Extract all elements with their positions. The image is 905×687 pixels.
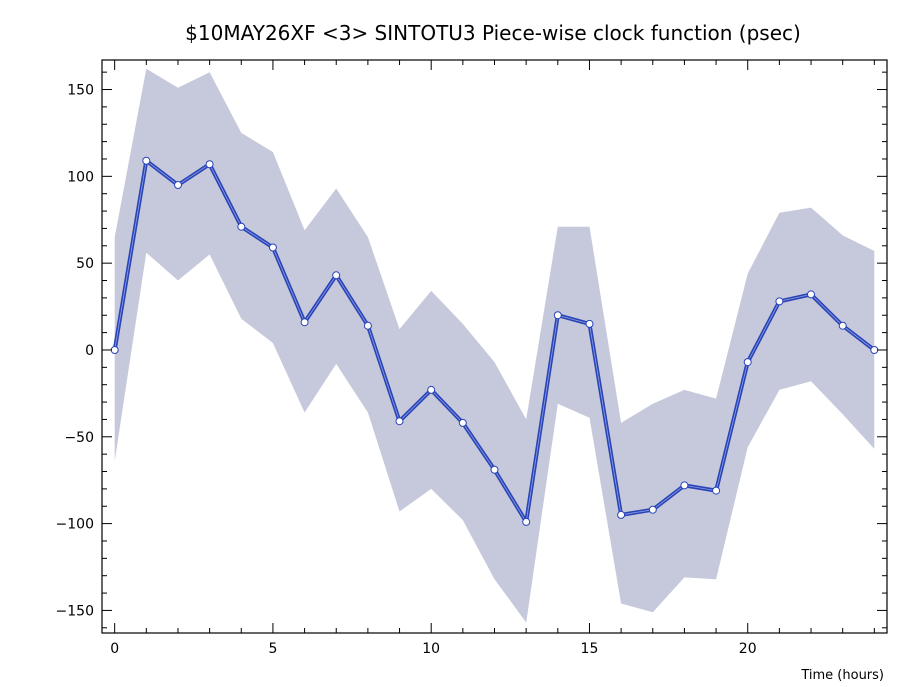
data-points-layer [110, 156, 879, 526]
y-tick-label: −50 [64, 430, 94, 446]
y-tick-label: −100 [56, 517, 94, 533]
data-point [458, 418, 467, 427]
data-point [743, 358, 752, 367]
data-point [174, 181, 182, 189]
y-tick-label: −150 [56, 603, 94, 619]
x-tick-label: 15 [581, 641, 599, 657]
data-point [490, 465, 499, 474]
y-tick-label: 0 [85, 343, 94, 359]
data-point [237, 222, 246, 231]
confidence-band-layer [114, 68, 875, 623]
data-point [332, 271, 341, 280]
data-point [617, 510, 626, 519]
x-tick-label: 0 [110, 641, 119, 657]
data-point [363, 321, 372, 330]
data-point [838, 321, 847, 330]
x-tick-label: 10 [422, 641, 440, 657]
data-point [807, 290, 815, 299]
y-tick-label: 150 [67, 83, 94, 99]
chart-title: $10MAY26XF <3> SINTOTU3 Piece-wise clock… [185, 21, 801, 45]
data-point [142, 156, 151, 165]
data-point [427, 385, 436, 394]
data-point [205, 160, 214, 169]
data-point [712, 486, 721, 495]
axis-ticks [102, 60, 887, 633]
x-tick-label: 20 [739, 641, 757, 657]
data-point [300, 318, 309, 327]
y-tick-label: 50 [76, 256, 94, 272]
data-point [648, 505, 657, 514]
data-point [585, 319, 594, 328]
data-point [268, 243, 277, 252]
data-point [680, 481, 689, 490]
axis-tick-labels: 0 5 10 15 20 150 100 50 0 −50 −100 −150 [56, 83, 757, 657]
data-point [395, 417, 404, 426]
confidence-band [114, 68, 875, 623]
data-point [522, 517, 531, 526]
x-tick-label: 5 [268, 641, 277, 657]
data-point [775, 297, 784, 306]
data-point [553, 311, 562, 320]
x-axis-label: Time (hours) [800, 668, 884, 683]
y-tick-label: 100 [67, 169, 94, 185]
data-point [870, 346, 879, 354]
data-point [110, 346, 119, 354]
